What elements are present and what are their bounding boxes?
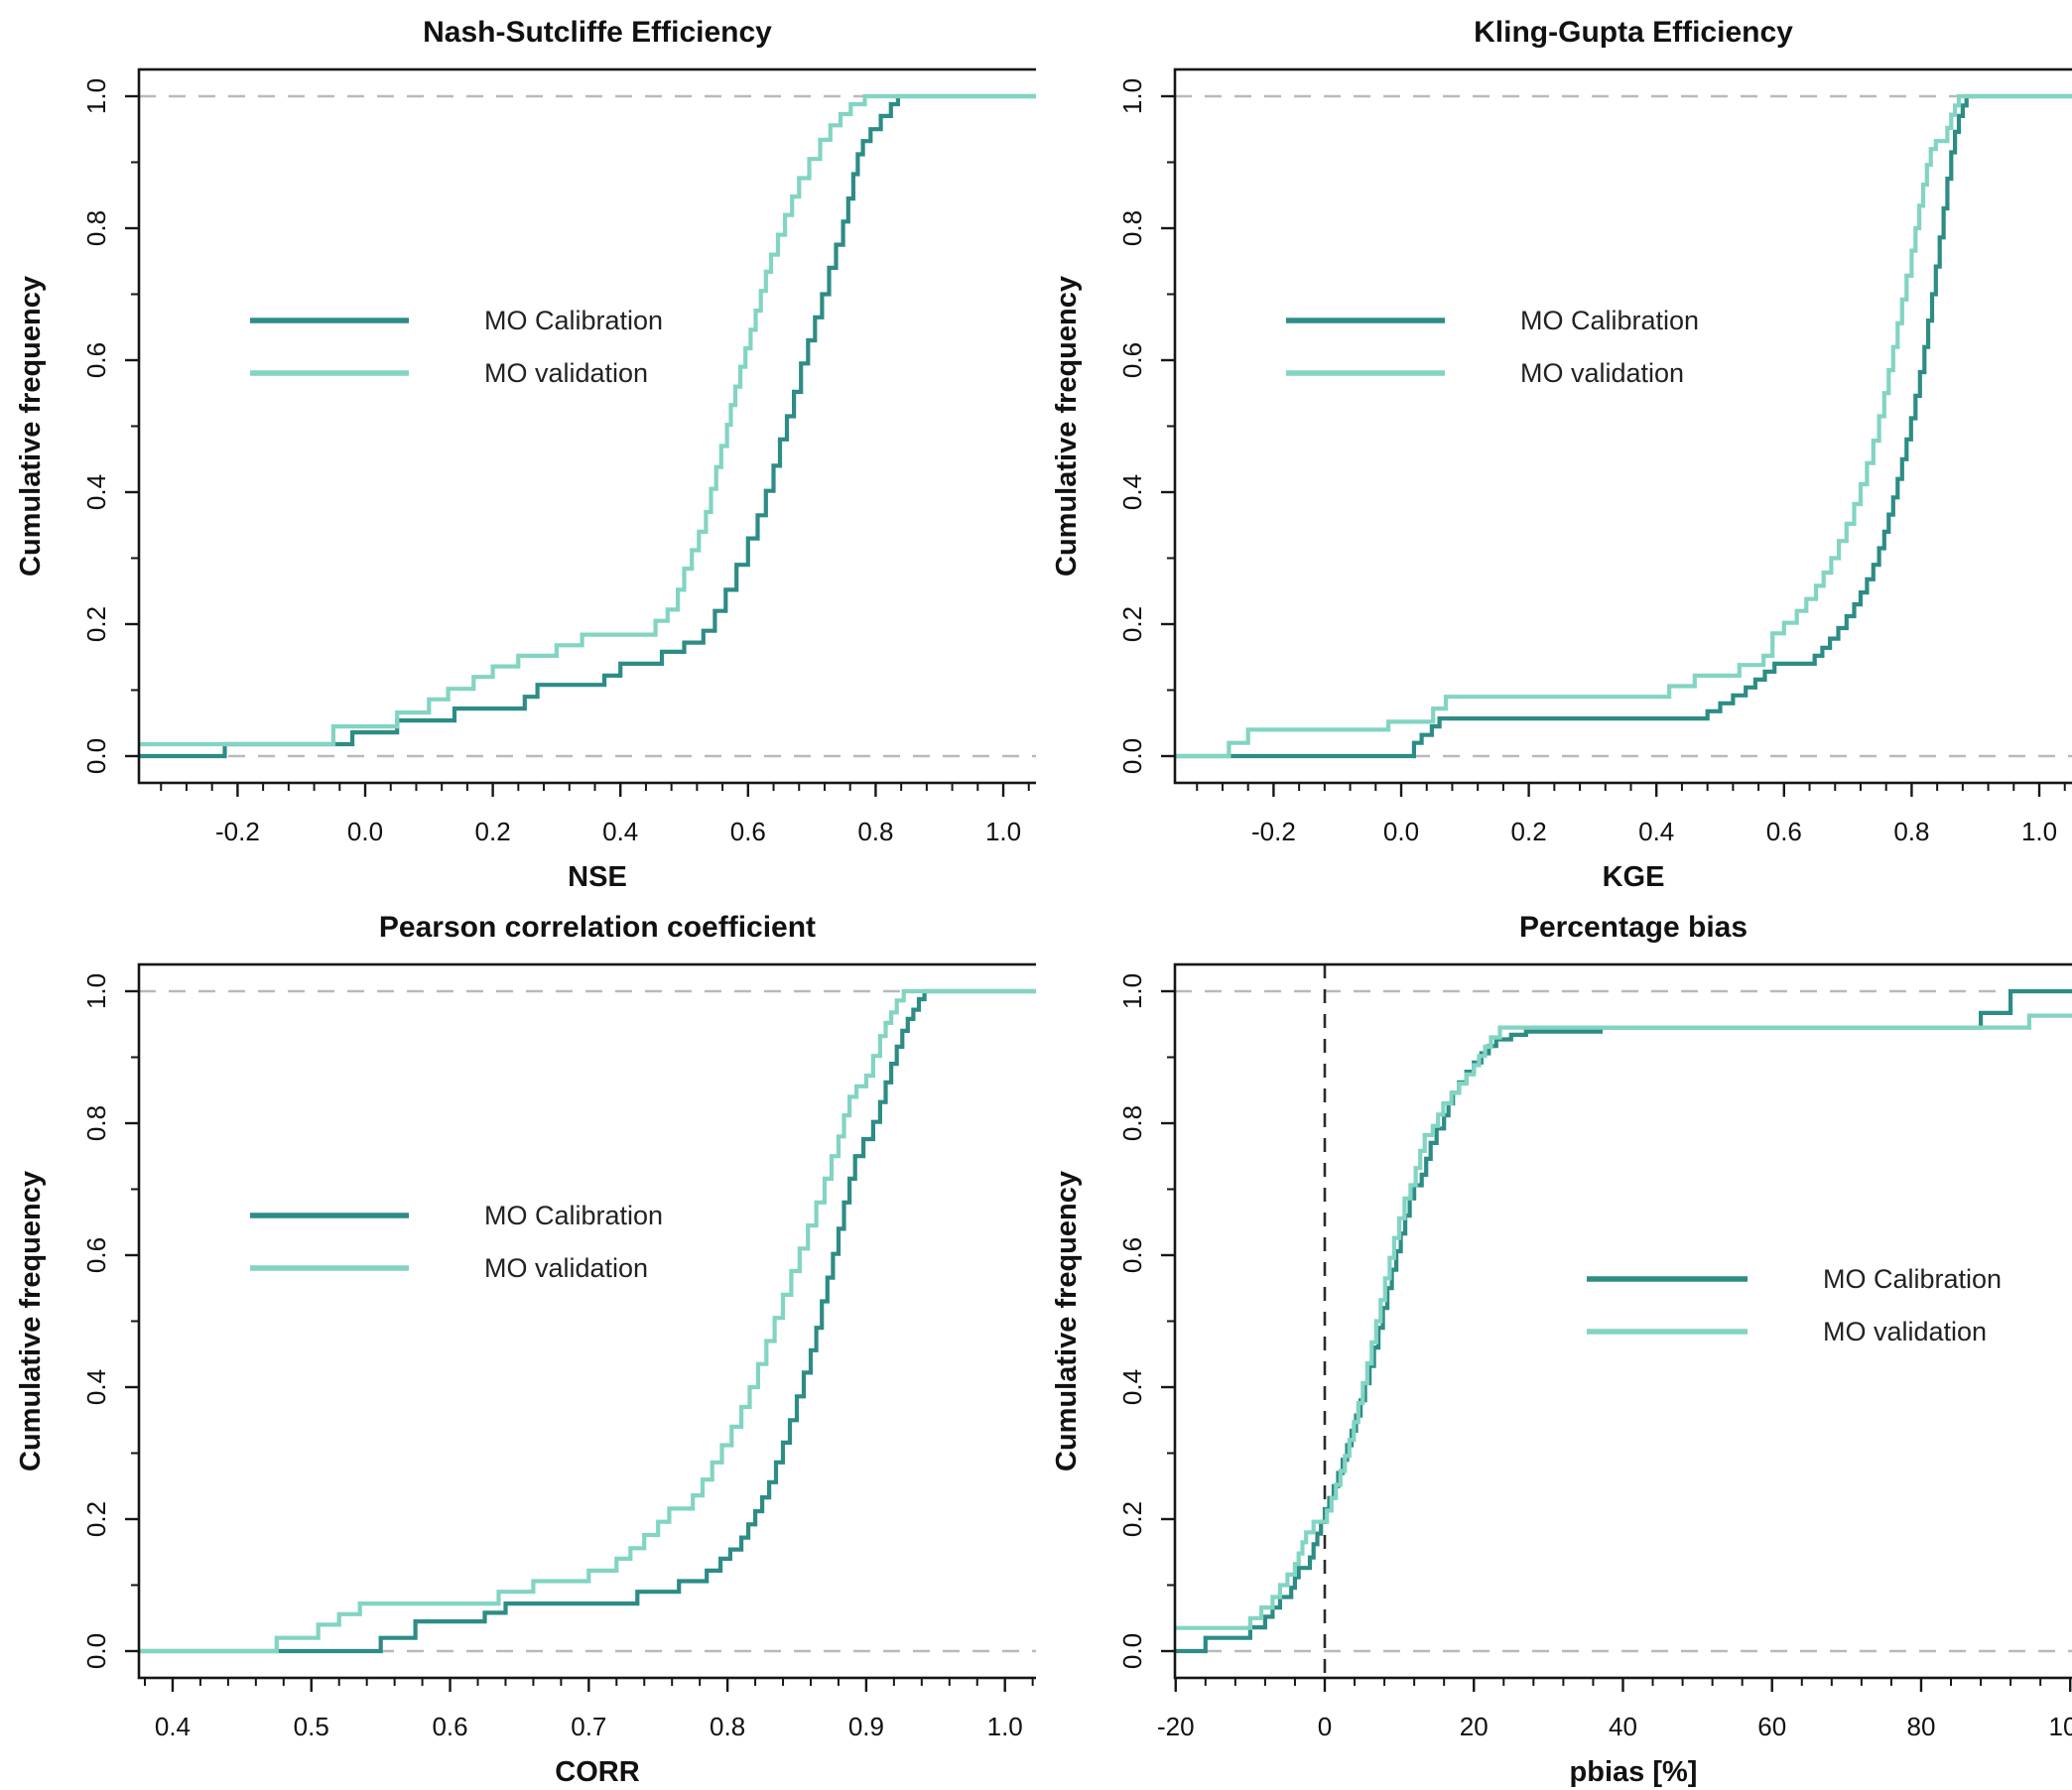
y-tick-label: 1.0 xyxy=(81,973,111,1009)
x-tick-label: -0.2 xyxy=(215,817,260,846)
panel-pbias-chart: -20 0 20 40 60 80 100 0.0 0.2 0.4 0.6 0.8 1.0 Percent… xyxy=(1051,911,2072,1788)
panel-nse-chart: -0.2 0.0 0.2 0.4 0.6 0.8 1.0 0.0 0.2 0.4 0.6 0.8 1.0… xyxy=(15,16,1036,893)
legend-label-validation: MO validation xyxy=(484,358,648,388)
panel-cell-corr: 0.4 0.5 0.6 0.7 0.8 0.9 1.0 0.0 0.2 0.4 0.6 0.8 1.0 P… xyxy=(0,895,1036,1790)
y-tick-label: 0.4 xyxy=(81,1369,111,1405)
x-tick-label: 20 xyxy=(1460,1712,1489,1741)
y-tick-label: 0.2 xyxy=(81,1501,111,1537)
panel-cell-kge: -0.2 0.0 0.2 0.4 0.6 0.8 1.0 0.0 0.2 0.4 0.6 0.8 1.0… xyxy=(1036,0,2072,895)
panel-cell-pbias: -20 0 20 40 60 80 100 0.0 0.2 0.4 0.6 0.8 1.0 Percent… xyxy=(1036,895,2072,1790)
x-axis-label: pbias [%] xyxy=(1570,1756,1698,1788)
x-tick-label: 0.6 xyxy=(730,817,766,846)
x-tick-label: 1.0 xyxy=(985,817,1021,846)
y-tick-label: 0.2 xyxy=(1117,606,1147,642)
kge-curve-validation xyxy=(1175,93,2072,759)
x-tick-label: 0.6 xyxy=(432,1712,467,1741)
chart-title: Nash-Sutcliffe Efficiency xyxy=(423,16,772,49)
legend-label-validation: MO validation xyxy=(1520,358,1684,388)
x-tick-label: 0.8 xyxy=(710,1712,745,1741)
panel-corr-chart: 0.4 0.5 0.6 0.7 0.8 0.9 1.0 0.0 0.2 0.4 0.6 0.8 1.0 P… xyxy=(15,911,1036,1788)
legend-label-calibration: MO Calibration xyxy=(484,1201,663,1230)
x-tick-label: 0.4 xyxy=(1638,817,1674,846)
chart-title: Percentage bias xyxy=(1519,911,1748,944)
x-tick-label: 0.0 xyxy=(1383,817,1419,846)
legend: MO Calibration MO validation xyxy=(1286,306,1699,388)
y-tick-label: 0.8 xyxy=(81,1105,111,1141)
legend: MO Calibration MO validation xyxy=(1587,1264,2002,1346)
x-tick-label: -20 xyxy=(1157,1712,1195,1741)
x-tick-label: 0.7 xyxy=(571,1712,606,1741)
y-tick-label: 0.8 xyxy=(81,210,111,246)
x-axis-label: NSE xyxy=(568,861,627,893)
legend-label-calibration: MO Calibration xyxy=(1520,306,1699,335)
plot-box xyxy=(137,67,1036,785)
x-tick-label: 0.2 xyxy=(1511,817,1547,846)
y-tick-label: 0.0 xyxy=(1117,1633,1147,1669)
x-tick-label: 40 xyxy=(1609,1712,1637,1741)
plot-box xyxy=(1173,67,2072,785)
x-tick-label: 0.8 xyxy=(1893,817,1929,846)
y-tick-label: 0.2 xyxy=(1117,1501,1147,1537)
panel-kge-chart: -0.2 0.0 0.2 0.4 0.6 0.8 1.0 0.0 0.2 0.4 0.6 0.8 1.0… xyxy=(1051,16,2072,893)
y-tick-label: 0.4 xyxy=(81,474,111,510)
y-tick-label: 0.6 xyxy=(81,342,111,378)
y-axis-label: Cumulative frequency xyxy=(1051,1171,1083,1471)
y-tick-label: 1.0 xyxy=(1117,78,1147,114)
y-tick-label: 1.0 xyxy=(81,78,111,114)
x-tick-label: 0.4 xyxy=(155,1712,191,1741)
x-tick-label: 0.5 xyxy=(294,1712,329,1741)
legend-label-validation: MO validation xyxy=(484,1253,648,1283)
x-tick-label: 80 xyxy=(1907,1712,1936,1741)
x-tick-label: 0.8 xyxy=(857,817,893,846)
x-tick-label: 0.6 xyxy=(1766,817,1802,846)
nse-curve-validation xyxy=(139,93,1036,747)
y-tick-label: 0.4 xyxy=(1117,474,1147,510)
x-tick-label: 1.0 xyxy=(2021,817,2057,846)
y-tick-label: 0.8 xyxy=(1117,210,1147,246)
y-axis-label: Cumulative frequency xyxy=(1051,276,1083,576)
legend: MO Calibration MO validation xyxy=(250,1201,663,1283)
pbias-curve-validation xyxy=(1175,1013,2072,1630)
legend-label-calibration: MO Calibration xyxy=(484,306,663,335)
x-axis-label: CORR xyxy=(555,1756,639,1788)
x-tick-label: 0.0 xyxy=(347,817,383,846)
y-tick-label: 0.0 xyxy=(1117,738,1147,774)
legend-label-validation: MO validation xyxy=(1823,1317,1987,1346)
y-tick-label: 1.0 xyxy=(1117,973,1147,1009)
chart-title: Kling-Gupta Efficiency xyxy=(1474,16,1793,49)
x-tick-label: 0.2 xyxy=(475,817,511,846)
y-tick-label: 0.0 xyxy=(81,738,111,774)
x-tick-label: 100 xyxy=(2049,1712,2072,1741)
y-tick-label: 0.6 xyxy=(1117,1237,1147,1273)
x-tick-label: 0 xyxy=(1318,1712,1332,1741)
y-tick-label: 0.6 xyxy=(81,1237,111,1273)
x-tick-label: -0.2 xyxy=(1251,817,1296,846)
x-tick-label: 60 xyxy=(1757,1712,1786,1741)
corr-curve-calibration xyxy=(139,988,1036,1654)
legend: MO Calibration MO validation xyxy=(250,306,663,388)
x-tick-label: 0.9 xyxy=(848,1712,884,1741)
legend-label-calibration: MO Calibration xyxy=(1823,1264,2002,1294)
x-axis-label: KGE xyxy=(1603,861,1665,893)
y-axis-label: Cumulative frequency xyxy=(15,276,47,576)
corr-curve-validation xyxy=(139,988,1036,1654)
y-tick-label: 0.4 xyxy=(1117,1369,1147,1405)
y-axis-label: Cumulative frequency xyxy=(15,1171,47,1471)
y-tick-label: 0.0 xyxy=(81,1633,111,1669)
nse-curve-calibration xyxy=(139,93,1036,759)
y-tick-label: 0.6 xyxy=(1117,342,1147,378)
y-tick-label: 0.8 xyxy=(1117,1105,1147,1141)
chart-title: Pearson correlation coefficient xyxy=(379,911,816,944)
kge-curve-calibration xyxy=(1175,93,2072,759)
y-tick-label: 0.2 xyxy=(81,606,111,642)
x-tick-label: 0.4 xyxy=(602,817,638,846)
x-tick-label: 1.0 xyxy=(987,1712,1023,1741)
panel-cell-nse: -0.2 0.0 0.2 0.4 0.6 0.8 1.0 0.0 0.2 0.4 0.6 0.8 1.0… xyxy=(0,0,1036,895)
